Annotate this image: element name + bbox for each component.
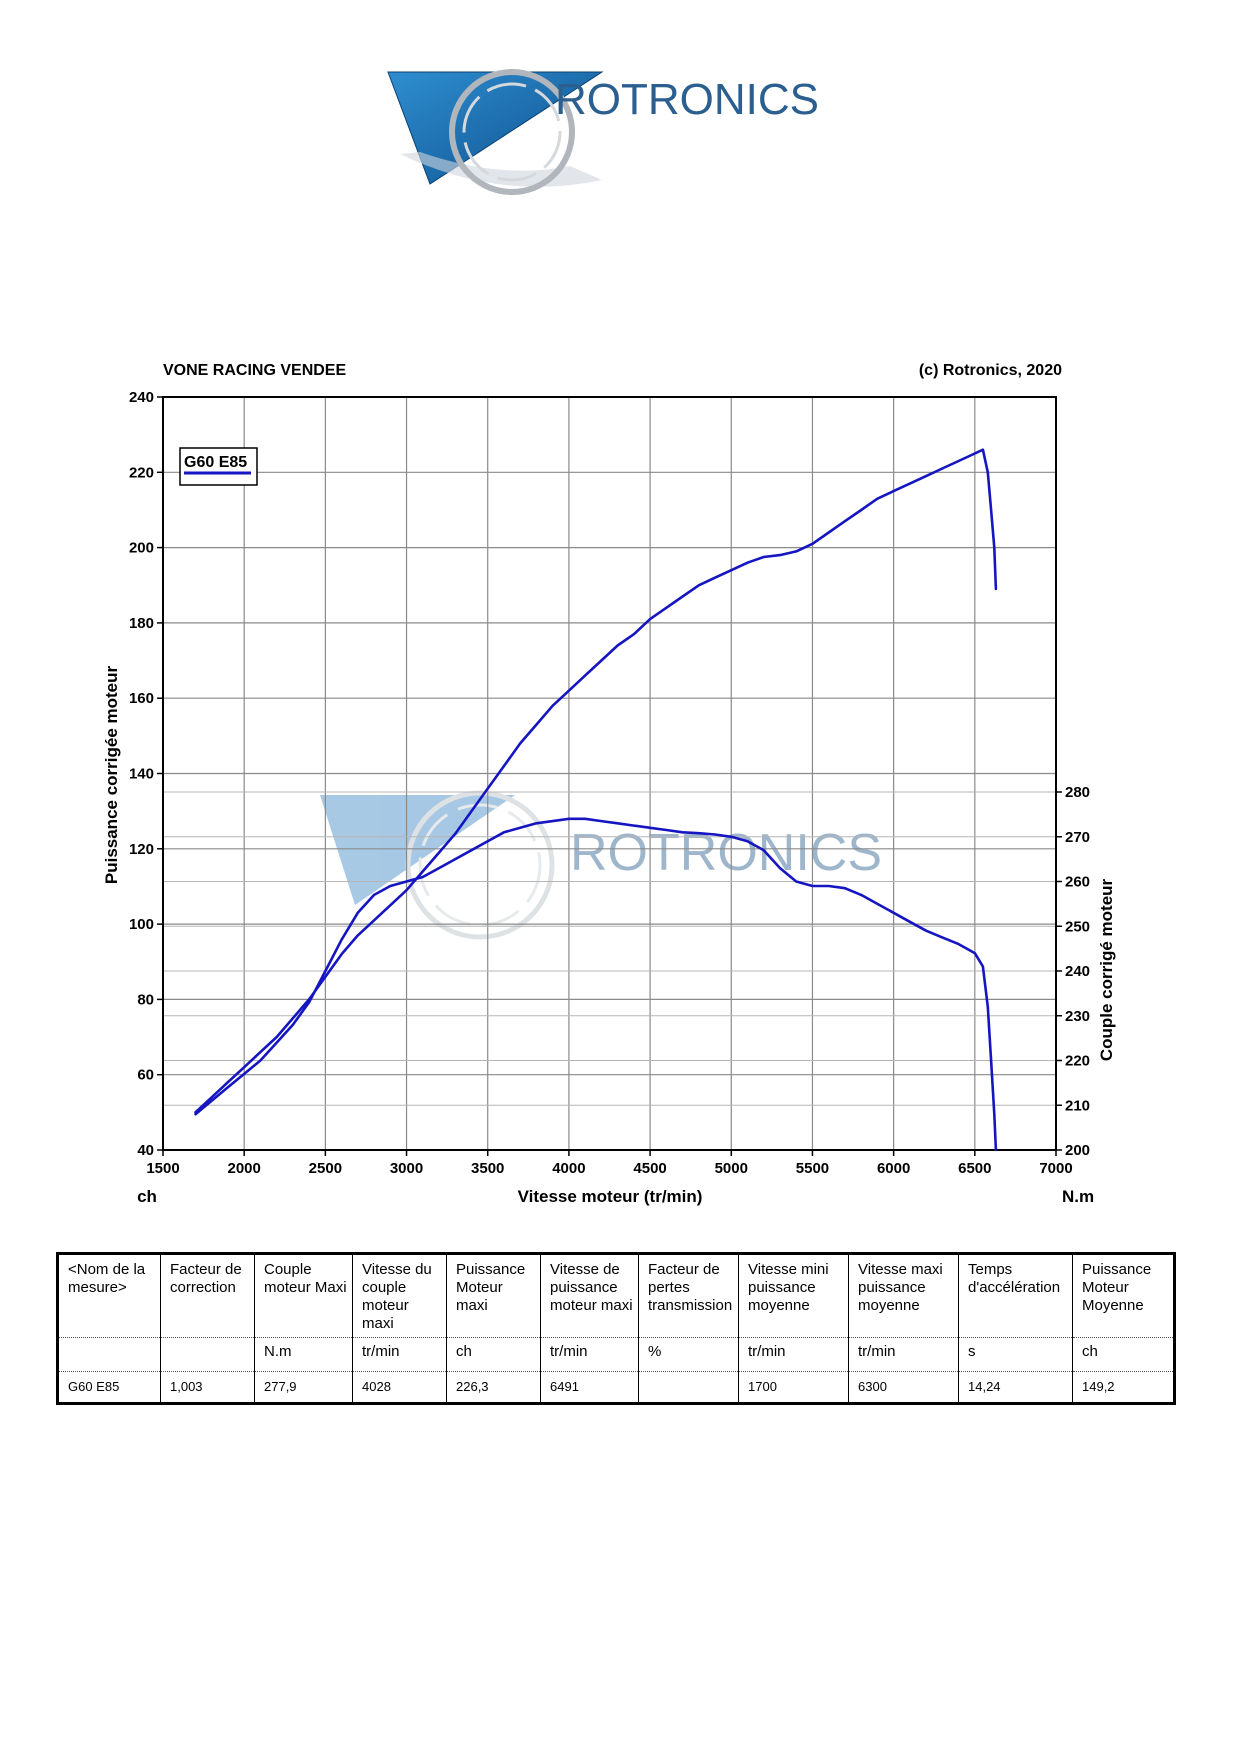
y-right-tick-label: 250 xyxy=(1065,918,1090,935)
header-cell: Facteur de correction xyxy=(160,1253,255,1338)
torque-curve xyxy=(194,817,998,1152)
y-tick-label: 220 xyxy=(129,464,154,481)
table-cell: 277,9 xyxy=(254,1371,353,1404)
header-cell: Facteur de pertes transmission xyxy=(638,1253,739,1338)
unit-cell: % xyxy=(638,1337,739,1372)
header-cell: Vitesse de puissance moteur maxi xyxy=(540,1253,639,1338)
x-tick-label: 3500 xyxy=(471,1160,504,1177)
y-right-tick-label: 210 xyxy=(1065,1097,1090,1114)
unit-cell: tr/min xyxy=(352,1337,447,1372)
unit-cell: ch xyxy=(446,1337,541,1372)
x-tick-label: 2000 xyxy=(227,1160,260,1177)
y-tick-label: 80 xyxy=(137,991,154,1008)
header-cell: Vitesse du couple moteur maxi xyxy=(352,1253,447,1338)
y-right-tick-label: 220 xyxy=(1065,1053,1090,1070)
results-table: <Nom de la mesure> Facteur de correction… xyxy=(56,1252,1176,1405)
y-right-tick-label: 270 xyxy=(1065,829,1090,846)
y-tick-label: 60 xyxy=(137,1067,154,1084)
grid xyxy=(162,396,1057,1151)
y-tick-label: 120 xyxy=(129,841,154,858)
table-row: G60 E85 1,003 277,9 4028 226,3 6491 1700… xyxy=(57,1371,1175,1404)
logo-wordmark: ROTRONICS xyxy=(555,75,819,124)
table-cell: G60 E85 xyxy=(57,1371,161,1404)
x-tick-label: 4500 xyxy=(633,1160,666,1177)
table-cell: 226,3 xyxy=(446,1371,541,1404)
y-tick-label: 240 xyxy=(129,389,154,406)
header-cell: Vitesse maxi puissance moyenne xyxy=(848,1253,959,1338)
x-unit-left: ch xyxy=(137,1187,157,1206)
table-cell: 149,2 xyxy=(1072,1371,1175,1404)
y-right-tick-label: 240 xyxy=(1065,963,1090,980)
x-tick-label: 4000 xyxy=(552,1160,585,1177)
table-cell: 14,24 xyxy=(958,1371,1073,1404)
y-right-tick-label: 200 xyxy=(1065,1142,1090,1159)
table-header-row: <Nom de la mesure> Facteur de correction… xyxy=(58,1253,1175,1338)
unit-cell: tr/min xyxy=(738,1337,849,1372)
y-axis-label-left: Puissance corrigée moteur xyxy=(102,665,121,884)
axes: 1500 2000 2500 3000 3500 4000 4500 5000 5500 6000… xyxy=(129,389,1090,1177)
table-cell: 1,003 xyxy=(160,1371,255,1404)
watermark-wordmark: ROTRONICS xyxy=(570,824,882,882)
curves xyxy=(194,448,998,1152)
table-cell: 6300 xyxy=(848,1371,959,1404)
x-tick-label: 3000 xyxy=(390,1160,423,1177)
table-units-row: N.m tr/min ch tr/min % tr/min tr/min s c… xyxy=(57,1337,1175,1372)
unit-cell: ch xyxy=(1072,1337,1175,1372)
x-tick-label: 5000 xyxy=(715,1160,748,1177)
chart-title: VONE RACING VENDEE xyxy=(163,362,347,379)
unit-cell: tr/min xyxy=(540,1337,639,1372)
header-cell: <Nom de la mesure> xyxy=(68,1261,146,1296)
x-tick-label: 7000 xyxy=(1039,1160,1072,1177)
y-right-tick-label: 260 xyxy=(1065,874,1090,891)
y-axis-label-right: Couple corrigé moteur xyxy=(1097,878,1116,1061)
x-axis-label: Vitesse moteur (tr/min) xyxy=(518,1187,703,1206)
header-cell: Puissance Moteur maxi xyxy=(446,1253,541,1338)
legend: G60 E85 xyxy=(179,447,258,486)
x-tick-label: 6500 xyxy=(958,1160,991,1177)
power-curve xyxy=(194,448,998,1114)
table-cell: 6491 xyxy=(540,1371,639,1404)
header-cell: Vitesse mini puissance moyenne xyxy=(738,1253,849,1338)
rotronics-logo: ROTRONICS xyxy=(387,69,819,195)
y-tick-label: 200 xyxy=(129,540,154,557)
table-cell: 4028 xyxy=(352,1371,447,1404)
unit-cell: s xyxy=(958,1337,1073,1372)
header-cell: Temps d'accélération xyxy=(958,1253,1073,1338)
header-cell: Puissance Moteur Moyenne xyxy=(1072,1253,1175,1338)
y-right-tick-label: 230 xyxy=(1065,1008,1090,1025)
unit-cell: tr/min xyxy=(848,1337,959,1372)
y-tick-label: 40 xyxy=(137,1142,154,1159)
table-cell xyxy=(638,1371,739,1404)
table-cell: 1700 xyxy=(738,1371,849,1404)
x-tick-label: 1500 xyxy=(146,1160,179,1177)
legend-label: G60 E85 xyxy=(184,454,247,471)
unit-cell: N.m xyxy=(254,1337,353,1372)
x-unit-right: N.m xyxy=(1062,1187,1094,1206)
chart-copyright: (c) Rotronics, 2020 xyxy=(918,362,1062,379)
x-tick-label: 5500 xyxy=(796,1160,829,1177)
unit-cell xyxy=(160,1337,255,1372)
y-tick-label: 160 xyxy=(129,690,154,707)
unit-cell xyxy=(57,1337,161,1372)
y-right-tick-label: 280 xyxy=(1065,784,1090,801)
header-cell: Couple moteur Maxi xyxy=(254,1253,353,1338)
rotronics-watermark: ROTRONICS xyxy=(320,790,882,940)
x-tick-label: 2500 xyxy=(309,1160,342,1177)
x-tick-label: 6000 xyxy=(877,1160,910,1177)
y-tick-label: 180 xyxy=(129,615,154,632)
y-tick-label: 140 xyxy=(129,766,154,783)
y-tick-label: 100 xyxy=(129,916,154,933)
